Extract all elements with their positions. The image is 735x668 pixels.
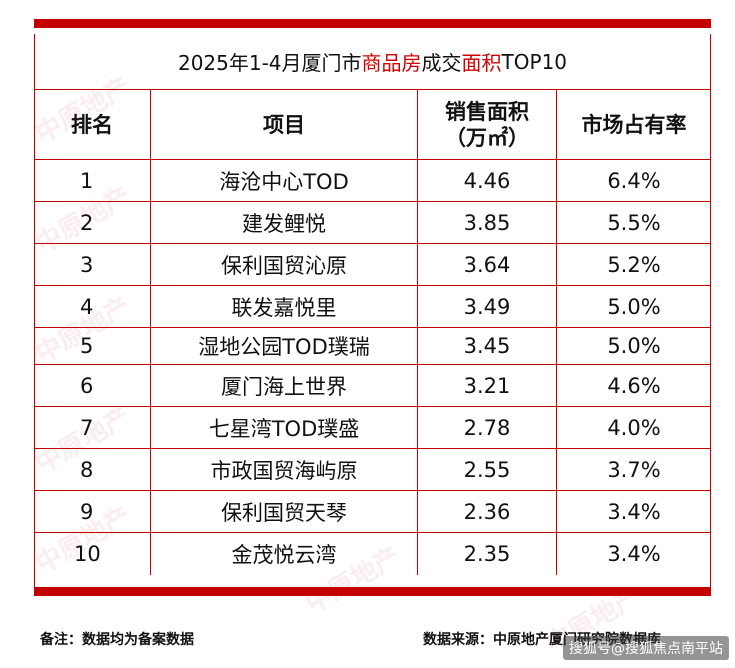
area-cell: 3.45 bbox=[418, 328, 557, 364]
project-cell: 保利国贸天琴 bbox=[151, 491, 418, 532]
rank-cell: 10 bbox=[34, 533, 151, 575]
footer-note: 备注：数据均为备案数据 bbox=[40, 632, 194, 648]
project-cell: 七星湾TOD璞盛 bbox=[151, 407, 418, 448]
share-cell: 5.5% bbox=[607, 210, 661, 235]
table-header: 排名 项目 销售面积 （万㎡） 市场占有率 bbox=[34, 90, 711, 160]
table-row: 7 七星湾TOD璞盛 2.78 4.0% bbox=[34, 407, 711, 449]
header-area: 销售面积 （万㎡） bbox=[418, 90, 557, 159]
title-suffix: TOP10 bbox=[501, 49, 568, 74]
header-project: 项目 bbox=[151, 90, 418, 159]
share-cell: 3.4% bbox=[607, 499, 661, 524]
platform-watermark: 搜狐号@搜狐焦点南平站 bbox=[563, 636, 729, 660]
area-cell: 3.21 bbox=[418, 365, 557, 406]
rank-cell: 7 bbox=[34, 407, 151, 448]
table-row: 5 湿地公园TOD璞瑞 3.45 5.0% bbox=[34, 328, 711, 365]
table-row: 8 市政国贸海屿原 2.55 3.7% bbox=[34, 449, 711, 491]
area-cell: 4.46 bbox=[418, 160, 557, 201]
share-cell: 6.4% bbox=[607, 168, 661, 193]
area-cell: 3.64 bbox=[418, 244, 557, 285]
area-cell: 3.85 bbox=[418, 202, 557, 243]
table-border bbox=[34, 34, 711, 587]
share-cell: 5.2% bbox=[607, 252, 661, 277]
project-cell: 海沧中心TOD bbox=[151, 160, 418, 201]
area-cell: 2.35 bbox=[418, 533, 557, 575]
area-cell: 2.36 bbox=[418, 491, 557, 532]
project-cell: 湿地公园TOD璞瑞 bbox=[151, 328, 418, 364]
header-area-label: 销售面积 bbox=[445, 99, 529, 124]
rank-cell: 4 bbox=[34, 286, 151, 327]
rank-cell: 6 bbox=[34, 365, 151, 406]
table-row: 10 金茂悦云湾 2.35 3.4% bbox=[34, 533, 711, 575]
project-cell: 联发嘉悦里 bbox=[151, 286, 418, 327]
share-cell: 5.0% bbox=[607, 294, 661, 319]
project-cell: 厦门海上世界 bbox=[151, 365, 418, 406]
area-cell: 2.55 bbox=[418, 449, 557, 490]
project-cell: 保利国贸沁原 bbox=[151, 244, 418, 285]
bottom-accent-bar bbox=[34, 587, 711, 596]
share-cell: 3.4% bbox=[607, 542, 661, 566]
project-cell: 金茂悦云湾 bbox=[151, 533, 418, 575]
header-rank: 排名 bbox=[34, 90, 151, 159]
table-title: 2025年1-4月厦门市 商品房 成交 面积 TOP10 bbox=[34, 34, 711, 90]
rank-cell: 2 bbox=[34, 202, 151, 243]
table-body: 1 海沧中心TOD 4.46 6.4% 2 建发鲤悦 3.85 5.5% 3 保… bbox=[34, 160, 711, 575]
table-row: 2 建发鲤悦 3.85 5.5% bbox=[34, 202, 711, 244]
area-cell: 2.78 bbox=[418, 407, 557, 448]
title-highlight-product: 商品房 bbox=[361, 51, 422, 75]
project-cell: 建发鲤悦 bbox=[151, 202, 418, 243]
rank-cell: 5 bbox=[34, 328, 151, 364]
title-prefix: 2025年1-4月厦门市 bbox=[177, 51, 362, 75]
rank-cell: 8 bbox=[34, 449, 151, 490]
rank-cell: 1 bbox=[34, 160, 151, 201]
project-cell: 市政国贸海屿原 bbox=[151, 449, 418, 490]
title-highlight-area: 面积 bbox=[461, 51, 502, 75]
rank-cell: 9 bbox=[34, 491, 151, 532]
share-cell: 3.7% bbox=[607, 457, 661, 482]
table-row: 1 海沧中心TOD 4.46 6.4% bbox=[34, 160, 711, 202]
share-cell: 4.6% bbox=[607, 373, 661, 398]
table-row: 3 保利国贸沁原 3.64 5.2% bbox=[34, 244, 711, 286]
header-area-unit: （万㎡） bbox=[445, 125, 529, 150]
table-row: 4 联发嘉悦里 3.49 5.0% bbox=[34, 286, 711, 328]
share-cell: 5.0% bbox=[607, 334, 661, 358]
table-row: 9 保利国贸天琴 2.36 3.4% bbox=[34, 491, 711, 533]
title-middle: 成交 bbox=[421, 51, 462, 75]
table-row: 6 厦门海上世界 3.21 4.6% bbox=[34, 365, 711, 407]
top-accent-bar bbox=[34, 19, 711, 28]
rank-cell: 3 bbox=[34, 244, 151, 285]
header-share: 市场占有率 bbox=[581, 112, 687, 137]
area-cell: 3.49 bbox=[418, 286, 557, 327]
share-cell: 4.0% bbox=[607, 415, 661, 440]
